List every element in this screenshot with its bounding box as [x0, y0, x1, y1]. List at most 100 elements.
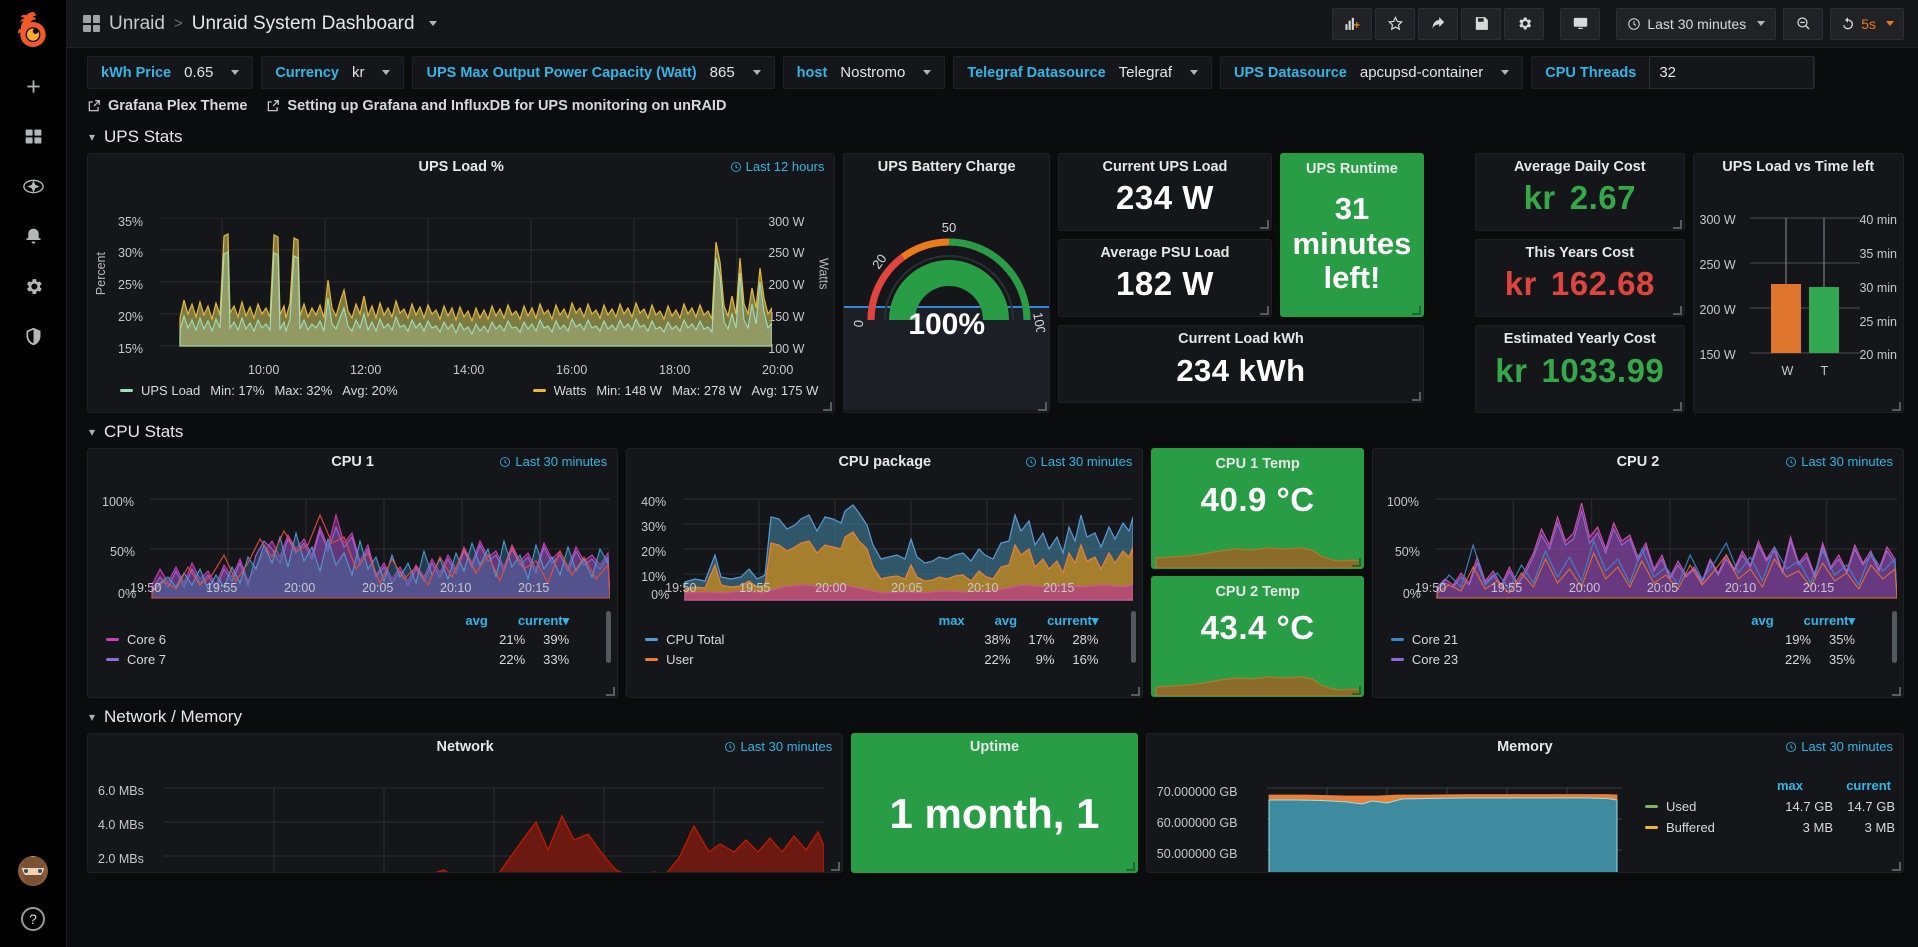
panel-title[interactable]: Uptime — [969, 739, 1020, 755]
sidebar-item-configuration[interactable] — [15, 268, 51, 304]
panel-resize-handle[interactable] — [1351, 686, 1361, 695]
panel-title[interactable]: UPS Load vs Time left — [1722, 159, 1875, 175]
row-header-cpu-stats[interactable]: ▾ CPU Stats — [67, 413, 1918, 448]
panel-resize-handle[interactable] — [1892, 687, 1901, 696]
refresh-picker[interactable]: 5s — [1830, 7, 1904, 40]
panel-time-override[interactable]: Last 30 minutes — [724, 739, 832, 754]
panel-resize-handle[interactable] — [1259, 306, 1269, 315]
panel-title[interactable]: CPU 2 — [1616, 454, 1660, 470]
sidebar-item-create[interactable] — [15, 68, 51, 104]
refresh-icon[interactable] — [1840, 16, 1856, 32]
chevron-down-icon[interactable] — [1190, 70, 1199, 75]
dashboard-link-grafana-plex-theme[interactable]: Grafana Plex Theme — [87, 98, 247, 114]
dashboard-chevron-down-icon[interactable] — [428, 21, 437, 26]
panel-resize-handle[interactable] — [1411, 306, 1421, 315]
panel-resize-handle[interactable] — [823, 402, 833, 411]
legend-item[interactable]: Core 23 22% 35% — [1373, 647, 1903, 667]
zoom-out-time-button[interactable] — [1783, 7, 1824, 40]
variable-host[interactable]: host Nostromo — [782, 56, 946, 89]
dashboard-settings-button[interactable] — [1504, 7, 1545, 40]
page-title[interactable]: Unraid System Dashboard — [191, 12, 415, 34]
panel-title[interactable]: UPS Battery Charge — [877, 159, 1016, 175]
variable-value[interactable]: kr — [351, 64, 365, 81]
tv-mode-button[interactable] — [1560, 7, 1601, 40]
grafana-logo-icon[interactable] — [9, 6, 57, 54]
chevron-down-icon[interactable] — [923, 70, 932, 75]
panel-time-override[interactable]: Last 30 minutes — [1785, 454, 1893, 469]
panel-resize-handle[interactable] — [1131, 687, 1141, 696]
chevron-down-icon[interactable] — [382, 70, 391, 75]
legend-item[interactable]: User 22% 9% 16% — [627, 647, 1142, 667]
breadcrumb-folder[interactable]: Unraid — [109, 12, 165, 34]
legend-column-header[interactable]: current — [1846, 778, 1891, 793]
time-range-picker[interactable]: Last 30 minutes — [1616, 7, 1777, 40]
panel-resize-handle[interactable] — [1125, 862, 1135, 871]
variable-value[interactable]: 865 — [709, 64, 735, 81]
legend-column-header[interactable]: avg — [1751, 613, 1774, 628]
legend-column-header[interactable]: max — [938, 613, 965, 628]
variable-currency[interactable]: Currency kr — [261, 56, 405, 89]
chevron-down-icon[interactable] — [1886, 21, 1894, 26]
chevron-down-icon[interactable] — [1501, 70, 1510, 75]
panel-resize-handle[interactable] — [1259, 220, 1269, 229]
panel-resize-handle[interactable] — [606, 687, 616, 696]
panel-time-override[interactable]: Last 30 minutes — [499, 454, 607, 469]
panel-resize-handle[interactable] — [1892, 862, 1901, 871]
legend-item[interactable]: Used 14.7 GB 14.7 GB — [1645, 793, 1895, 814]
panel-title[interactable]: This Years Cost — [1525, 245, 1635, 261]
mark-favorite-button[interactable] — [1375, 7, 1416, 40]
row-header-network-memory[interactable]: ▾ Network / Memory — [67, 698, 1918, 733]
panel-title[interactable]: UPS Load % — [418, 159, 504, 175]
panel-resize-handle[interactable] — [1672, 220, 1682, 229]
panel-title[interactable]: CPU 2 Temp — [1215, 583, 1300, 600]
variable-value[interactable]: 0.65 — [184, 64, 214, 81]
share-dashboard-button[interactable] — [1418, 7, 1459, 40]
legend-column-header[interactable]: current▾ — [1803, 613, 1855, 628]
variable-value[interactable]: Telegraf — [1118, 64, 1173, 81]
add-panel-button[interactable] — [1332, 7, 1373, 40]
legend-item[interactable]: Core 6 21% 39% — [88, 629, 617, 647]
legend-item[interactable]: Buffered 3 MB 3 MB — [1645, 814, 1895, 835]
panel-title[interactable]: CPU 1 — [331, 454, 374, 470]
sidebar-item-explore[interactable] — [15, 168, 51, 204]
panel-title[interactable]: Current UPS Load — [1102, 159, 1228, 175]
variable-value[interactable]: Nostromo — [840, 64, 906, 81]
legend-column-header[interactable]: avg — [994, 613, 1018, 628]
legend-item[interactable]: Core 21 19% 35% — [1373, 629, 1903, 647]
panel-time-override[interactable]: Last 12 hours — [730, 159, 824, 174]
variable-kwh-price[interactable]: kWh Price 0.65 — [87, 56, 254, 89]
panel-resize-handle[interactable] — [1891, 402, 1901, 411]
panel-title[interactable]: CPU package — [838, 454, 932, 470]
legend-item[interactable]: CPU Total 38% 17% 28% — [627, 629, 1142, 647]
panel-title[interactable]: Network — [436, 739, 494, 755]
chevron-down-icon[interactable] — [231, 70, 240, 75]
dashboard-link-ups-monitoring-guide[interactable]: Setting up Grafana and InfluxDB for UPS … — [266, 98, 726, 114]
panel-resize-handle[interactable] — [1411, 392, 1421, 401]
legend-item[interactable]: Core 7 22% 33% — [88, 647, 617, 667]
legend-column-header[interactable]: current▾ — [517, 613, 570, 628]
panel-time-override[interactable]: Last 30 minutes — [1785, 739, 1893, 754]
panel-title[interactable]: Average PSU Load — [1100, 245, 1230, 261]
legend-item[interactable]: Watts Min: 148 W Max: 278 W Avg: 175 W — [532, 383, 818, 398]
legend-scrollbar[interactable] — [1892, 611, 1897, 663]
panel-title[interactable]: Average Daily Cost — [1513, 159, 1646, 175]
panel-resize-handle[interactable] — [1037, 402, 1047, 411]
legend-column-header[interactable]: max — [1776, 778, 1803, 793]
legend-scrollbar[interactable] — [606, 611, 612, 663]
sidebar-item-dashboards[interactable] — [15, 118, 51, 154]
avatar[interactable] — [15, 853, 51, 889]
legend-item[interactable]: UPS Load Min: 17% Max: 32% Avg: 20% — [120, 383, 398, 398]
panel-title[interactable]: CPU 1 Temp — [1215, 455, 1300, 472]
panel-title[interactable]: UPS Runtime — [1306, 160, 1398, 177]
variable-ups-datasource[interactable]: UPS Datasource apcupsd-container — [1220, 56, 1524, 89]
panel-resize-handle[interactable] — [1351, 558, 1361, 567]
panel-resize-handle[interactable] — [831, 862, 841, 871]
help-icon[interactable]: ? — [21, 907, 45, 931]
panel-resize-handle[interactable] — [1672, 402, 1682, 411]
panel-resize-handle[interactable] — [1672, 306, 1682, 315]
cpu-threads-input[interactable] — [1649, 56, 1815, 89]
legend-column-header[interactable]: current▾ — [1047, 613, 1099, 628]
save-dashboard-button[interactable] — [1461, 7, 1502, 40]
panel-title[interactable]: Memory — [1497, 739, 1553, 755]
legend-scrollbar[interactable] — [1131, 611, 1137, 663]
